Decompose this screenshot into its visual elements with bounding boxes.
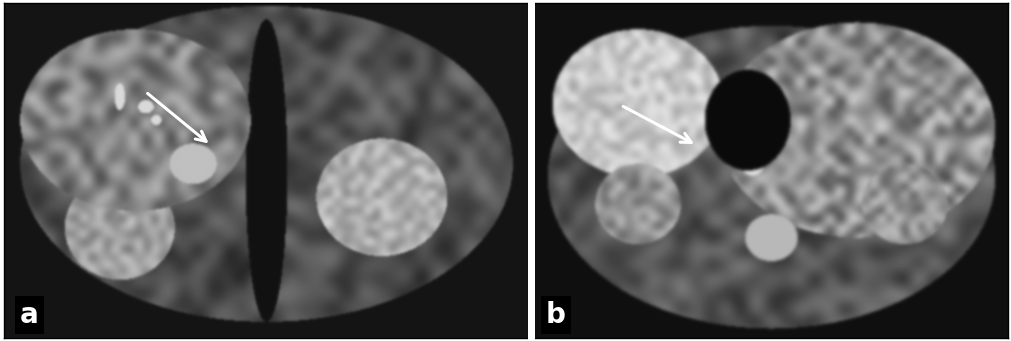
Text: b: b (546, 301, 565, 329)
Text: a: a (20, 301, 38, 329)
